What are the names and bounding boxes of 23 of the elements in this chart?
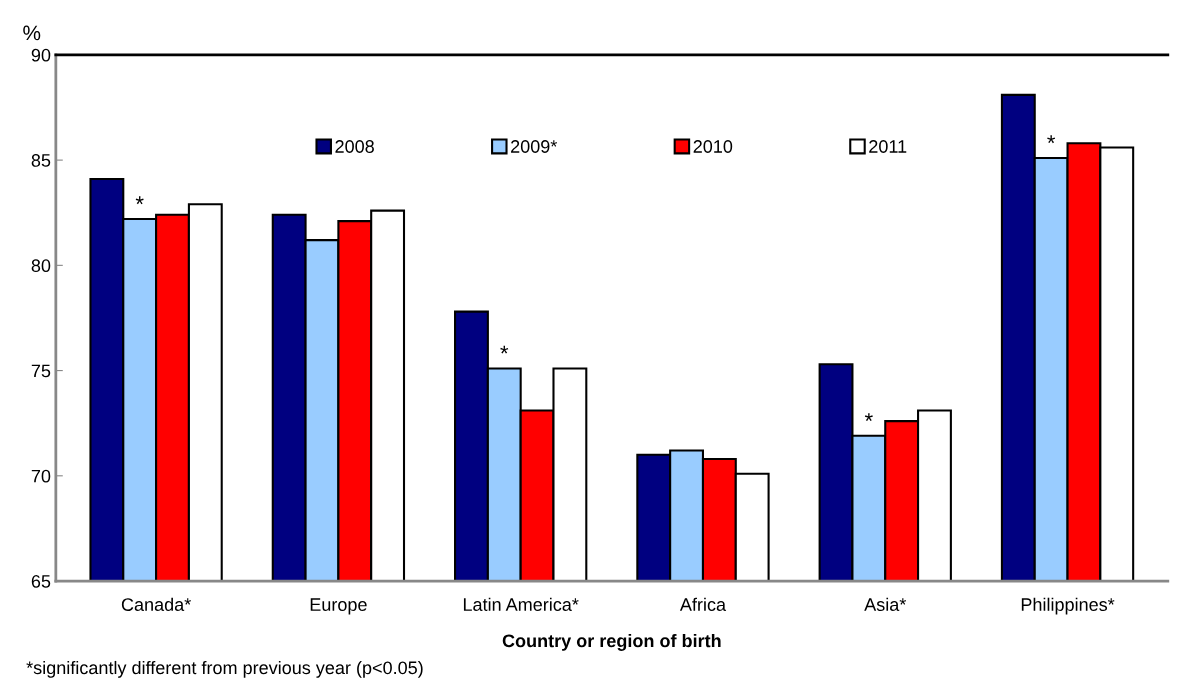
legend-label: 2011 [869, 140, 907, 153]
text: *significantly different from previous year (p<0.05) [26, 660, 423, 678]
x-axis-title: Country or region of birth [502, 633, 721, 651]
annotation: * [135, 196, 144, 205]
x-tick-label: Philippines* [1021, 597, 1115, 615]
legend-label: 2008 [335, 140, 374, 153]
annotation: * [1047, 135, 1056, 144]
x-tick-label: Asia* [864, 597, 907, 611]
legend-label: 2009* [511, 140, 558, 153]
y-tick-label: 85 [31, 154, 51, 167]
annotation: * [500, 345, 509, 354]
y-tick-label: 70 [31, 469, 51, 483]
x-tick-label: Africa [679, 597, 727, 611]
x-tick-label: Europe [310, 598, 367, 615]
annotation: * [864, 413, 873, 421]
legend-label: 2010 [693, 140, 733, 153]
x-tick-label: Latin America* [463, 597, 579, 611]
y-axis-title: % [23, 25, 41, 41]
y-tick-label: 80 [31, 259, 51, 273]
y-tick-label: 75 [31, 364, 51, 378]
y-tick-label: 65 [31, 574, 51, 588]
x-tick-label: Canada* [121, 597, 191, 611]
y-tick-label: 90 [31, 48, 51, 62]
